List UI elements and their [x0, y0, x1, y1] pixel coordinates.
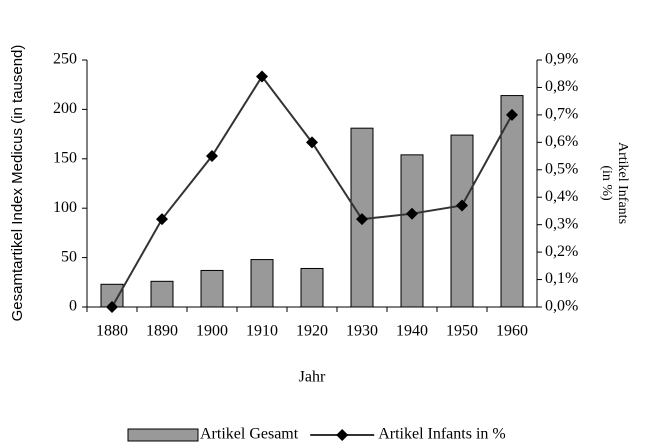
- bar: [150, 280, 174, 308]
- legend-label: Artikel Gesamt: [200, 426, 299, 443]
- marker: [206, 150, 218, 163]
- x-tick-label: 1950: [446, 323, 478, 340]
- y2-tick-label: 0,5%: [545, 160, 578, 177]
- y2-tick-label: 0,6%: [545, 133, 578, 150]
- marker: [456, 199, 468, 212]
- x-tick-label: 1920: [296, 323, 328, 340]
- marker: [106, 301, 118, 313]
- y-tick-label: 250: [53, 51, 77, 68]
- y2-tick-label: 0,7%: [545, 106, 578, 123]
- x-tick-label: 1880: [96, 323, 128, 340]
- x-tick-label: 1930: [346, 323, 378, 340]
- marker: [256, 70, 268, 83]
- bar: [450, 134, 474, 308]
- y2-tick-label: 0,1%: [545, 270, 578, 287]
- marker: [506, 108, 518, 121]
- y2-tick-label: 0,8%: [545, 78, 578, 95]
- legend-marker: [336, 429, 349, 441]
- y2-tick-label: 0,9%: [545, 51, 578, 68]
- y2-tick-label: 0,4%: [545, 188, 578, 205]
- x-tick-label: 1900: [196, 323, 228, 340]
- y-tick-label: 200: [53, 100, 77, 117]
- x-tick-label: 1890: [146, 323, 178, 340]
- y-tick-label: 150: [53, 149, 77, 166]
- legend-label: Artikel Infants in %: [378, 426, 506, 443]
- marker: [406, 207, 418, 220]
- bar: [300, 267, 324, 308]
- y2-axis-label: (in %): [599, 165, 614, 201]
- legend-swatch: [127, 428, 199, 442]
- y2-tick-label: 0,2%: [545, 243, 578, 260]
- x-tick-label: 1960: [496, 323, 528, 340]
- bar: [200, 269, 224, 308]
- bar: [250, 259, 274, 308]
- x-axis-label: Jahr: [299, 369, 326, 386]
- marker: [356, 213, 368, 226]
- y-tick-label: 50: [61, 248, 77, 265]
- x-tick-label: 1910: [246, 323, 278, 340]
- x-tick-label: 1940: [396, 323, 428, 340]
- y2-axis-label: Artikel Infants: [615, 142, 630, 224]
- marker: [156, 213, 168, 226]
- y-axis-label: Gesamtartikel Index Medicus (in tausend): [9, 45, 26, 322]
- marker: [306, 136, 318, 149]
- y-tick-label: 100: [53, 199, 77, 216]
- y2-tick-label: 0,3%: [545, 215, 578, 232]
- y-tick-label: 0: [69, 298, 77, 315]
- y2-tick-label: 0,0%: [545, 298, 578, 315]
- bar: [400, 154, 424, 308]
